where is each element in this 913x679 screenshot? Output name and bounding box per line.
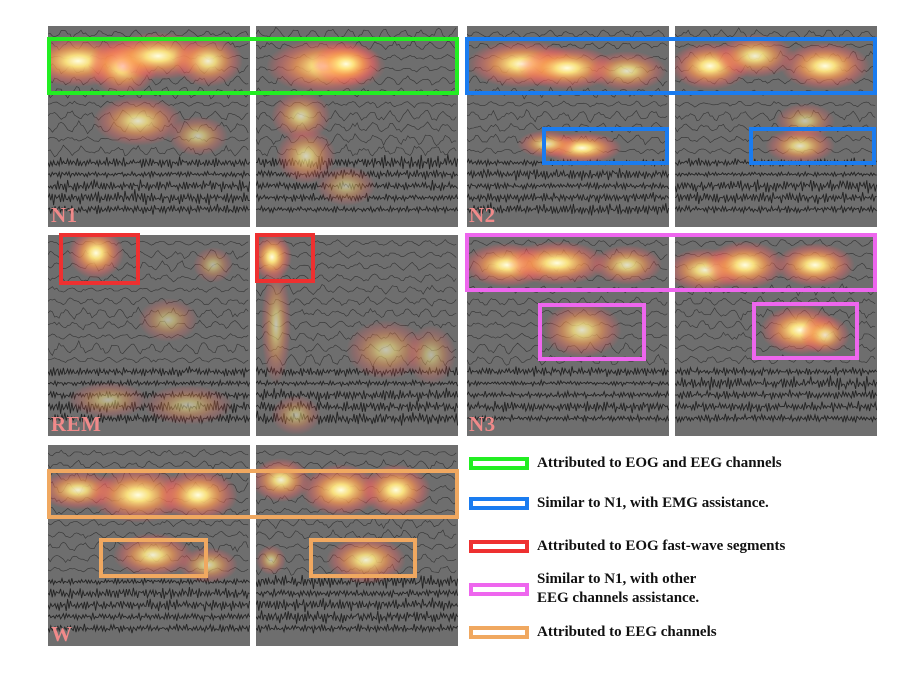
legend-label-emg: Similar to N1, with EMG assistance. <box>537 495 769 511</box>
legend-label-eog-eeg: Attributed to EOG and EEG channels <box>537 455 782 471</box>
stage-label-n3: N3 <box>469 412 496 436</box>
heatmap-svg <box>675 238 877 424</box>
rem-panel-left <box>48 235 250 436</box>
stage-label-w: W <box>51 622 73 646</box>
heatmap-svg <box>675 27 877 215</box>
legend-label-eeg: Attributed to EEG channels <box>537 624 717 640</box>
heatmap-svg <box>256 26 458 215</box>
legend-label-other-eeg: Similar to N1, with other EEG channels a… <box>537 570 699 608</box>
legend-swatch-green <box>469 457 529 470</box>
legend-item-eog-fast: Attributed to EOG fast-wave segments <box>469 537 785 556</box>
n1-panel-left <box>48 26 250 227</box>
stage-label-n1: N1 <box>51 203 78 227</box>
legend-label-eog-fast: Attributed to EOG fast-wave segments <box>537 538 786 554</box>
w-panel-left <box>48 445 250 646</box>
legend-swatch-orange <box>469 626 529 639</box>
rem-panel-right <box>256 235 458 436</box>
legend-swatch-pink <box>469 582 529 596</box>
legend-item-emg: Similar to N1, with EMG assistance. <box>469 494 769 513</box>
stage-label-rem: REM <box>51 412 102 436</box>
n1-panel-right <box>256 26 458 227</box>
heatmap-svg <box>48 449 250 634</box>
w-panel-right <box>256 445 458 646</box>
heatmap-svg <box>256 449 458 634</box>
legend-item-eeg: Attributed to EEG channels <box>469 623 717 642</box>
legend-swatch-blue <box>469 497 529 510</box>
legend-swatch-red <box>469 540 529 553</box>
heatmap-svg <box>467 238 669 424</box>
heatmap-svg <box>467 29 669 216</box>
stage-label-n2: N2 <box>469 203 496 227</box>
heatmap-svg <box>256 235 458 435</box>
legend-item-other-eeg: Similar to N1, with other EEG channels a… <box>469 570 699 608</box>
n2-panel-left <box>467 26 669 227</box>
n3-panel-left <box>467 235 669 436</box>
legend-item-eog-eeg: Attributed to EOG and EEG channels <box>469 454 782 473</box>
legend-label-other-eeg-line2: EEG channels assistance. <box>537 590 700 606</box>
heatmap-svg <box>48 235 250 425</box>
legend-label-other-eeg-line1: Similar to N1, with other <box>537 571 697 587</box>
n2-panel-right <box>675 26 877 227</box>
n3-panel-right <box>675 235 877 436</box>
heatmap-svg <box>48 29 250 215</box>
